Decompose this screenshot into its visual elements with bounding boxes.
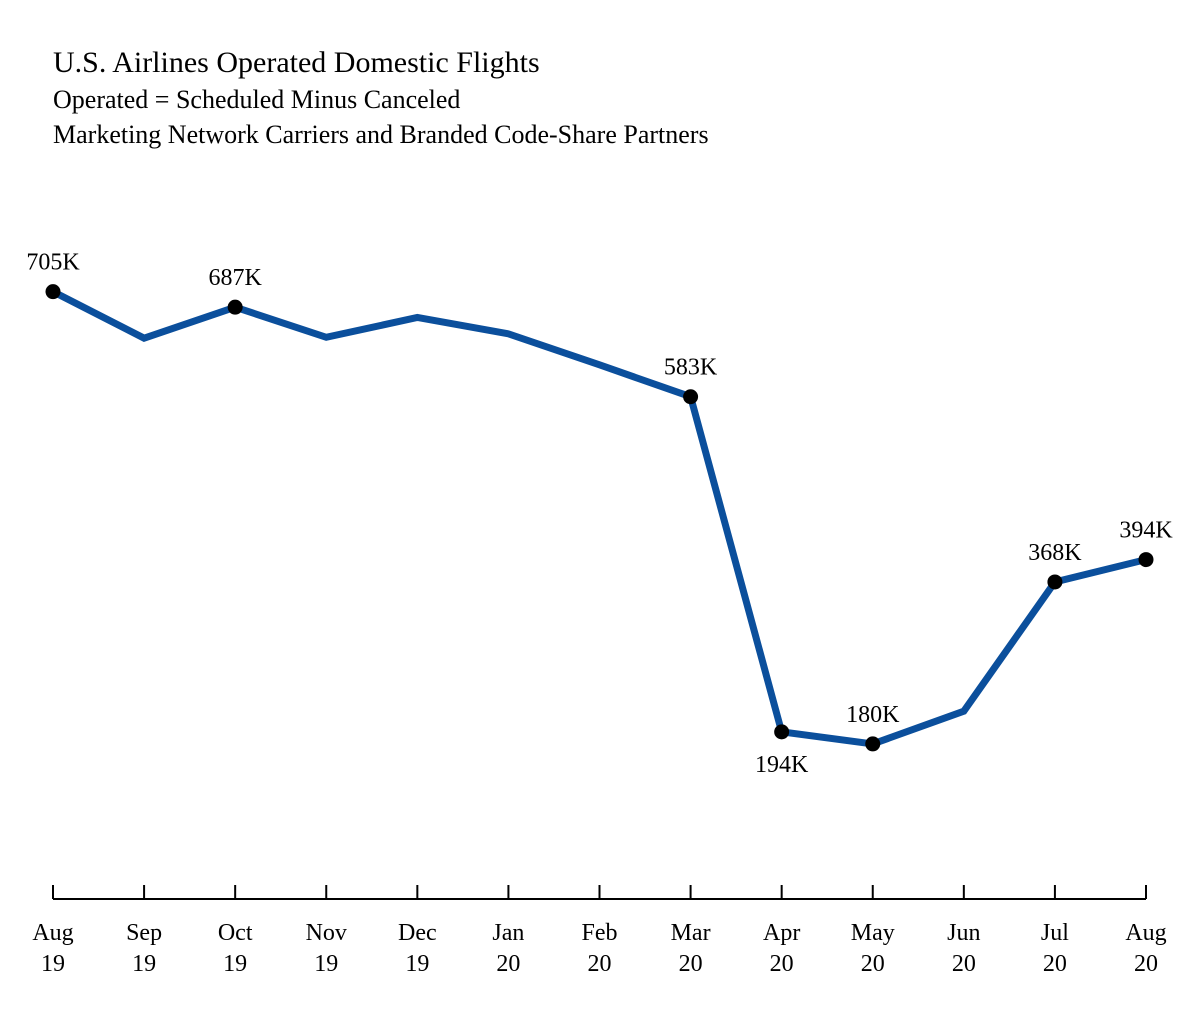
x-tick-label-month: Nov — [306, 920, 347, 946]
x-tick-label-year: 19 — [132, 951, 156, 977]
x-tick-label-year: 20 — [588, 951, 612, 977]
x-tick-label-year: 20 — [952, 951, 976, 977]
x-tick-label-year: 19 — [314, 951, 338, 977]
x-tick-label-year: 20 — [770, 951, 794, 977]
chart-subtitle-2: Marketing Network Carriers and Branded C… — [53, 120, 709, 149]
series-operated-flights — [45, 284, 1154, 752]
x-tick-label-month: May — [851, 920, 895, 946]
x-tick-label-year: 20 — [496, 951, 520, 977]
x-tick-label: Jun 20 — [947, 920, 980, 977]
x-tick-label-month: Apr — [763, 920, 800, 946]
x-tick-label: Apr 20 — [763, 920, 800, 977]
data-label: 180K — [846, 702, 900, 728]
x-tick-label-month: Aug — [32, 920, 73, 946]
x-tick-label: Mar 20 — [671, 920, 711, 977]
x-tick-label-month: Jan — [492, 920, 524, 946]
x-tick-label: Sep 19 — [126, 920, 162, 977]
data-point-marker — [1047, 574, 1063, 590]
x-tick-label-month: Jun — [947, 920, 980, 946]
series-line — [51, 288, 1147, 748]
x-axis: Aug 19 Sep 19 Oct 19 Nov 19 Dec 19 Jan 20 Feb 20 Mar 20… — [32, 885, 1167, 977]
x-tick-label-year: 19 — [405, 951, 429, 977]
data-label: 194K — [755, 752, 809, 778]
x-tick-label: Feb 20 — [582, 920, 618, 977]
x-tick-label-month: Sep — [126, 920, 162, 946]
x-tick-label: May 20 — [851, 920, 895, 977]
x-tick-label-month: Feb — [582, 920, 618, 946]
x-tick-label: Oct 19 — [218, 920, 253, 977]
x-tick-label-month: Oct — [218, 920, 253, 946]
data-label: 705K — [26, 250, 80, 276]
x-tick-label-month: Dec — [398, 920, 437, 946]
chart-subtitle: Operated = Scheduled Minus Canceled — [53, 85, 461, 114]
data-point-marker — [683, 389, 699, 405]
x-tick-label: Jan 20 — [492, 920, 524, 977]
data-point-marker — [774, 724, 790, 740]
x-tick-label-year: 19 — [223, 951, 247, 977]
data-point-marker — [45, 284, 61, 300]
x-tick-label: Aug 19 — [32, 920, 73, 977]
x-tick-label-month: Mar — [671, 920, 711, 946]
data-point-marker — [865, 736, 881, 752]
x-tick-label-month: Jul — [1041, 920, 1069, 946]
x-tick-label-year: 20 — [1043, 951, 1067, 977]
chart-title: U.S. Airlines Operated Domestic Flights — [53, 46, 540, 79]
data-label: 687K — [208, 265, 262, 291]
x-tick-label-year: 20 — [861, 951, 885, 977]
x-tick-label: Dec 19 — [398, 920, 437, 977]
x-tick-label: Jul 20 — [1041, 920, 1069, 977]
data-label: 368K — [1028, 540, 1082, 566]
x-tick-label-year: 20 — [1134, 951, 1158, 977]
data-point-marker — [227, 299, 243, 315]
x-tick-label-year: 19 — [41, 951, 65, 977]
x-tick-label-year: 20 — [679, 951, 703, 977]
data-label: 394K — [1119, 518, 1173, 544]
data-point-marker — [1138, 552, 1154, 568]
x-tick-label-month: Aug — [1125, 920, 1166, 946]
data-labels: 705K 687K 583K 194K 180K 368K 394K — [26, 250, 1173, 778]
chart-titles: U.S. Airlines Operated Domestic Flights … — [53, 44, 709, 152]
x-tick-label: Nov 19 — [306, 920, 347, 977]
x-tick-label: Aug 20 — [1125, 920, 1166, 977]
data-label: 583K — [664, 355, 718, 381]
